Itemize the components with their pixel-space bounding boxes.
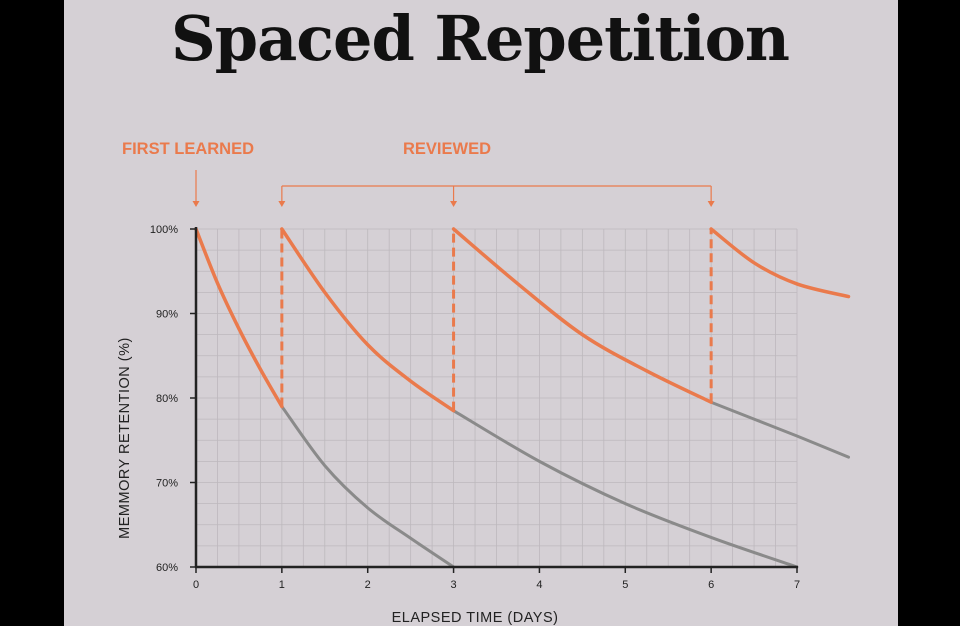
reviewed-label: REVIEWED bbox=[403, 140, 491, 158]
x-tick-label: 0 bbox=[193, 579, 199, 591]
review-arrow-3-head bbox=[707, 201, 715, 207]
chart-axes bbox=[194, 227, 798, 569]
review-annotations bbox=[192, 170, 715, 411]
y-tick-label: 70% bbox=[156, 478, 178, 490]
forgetting-curve-1 bbox=[280, 404, 456, 569]
x-tick-label: 1 bbox=[279, 579, 285, 591]
infographic-panel bbox=[64, 0, 898, 626]
x-tick-label: 5 bbox=[622, 579, 628, 591]
x-tick-label: 2 bbox=[365, 579, 371, 591]
x-tick-label: 4 bbox=[536, 579, 542, 591]
y-tick-label: 60% bbox=[156, 562, 178, 574]
chart-grid bbox=[196, 228, 798, 567]
forgetting-curve-3 bbox=[709, 400, 851, 459]
x-axis-label: ELAPSED TIME (DAYS) bbox=[392, 610, 559, 626]
y-tick-label: 90% bbox=[156, 309, 178, 321]
forgetting-curve-2 bbox=[452, 409, 799, 569]
x-tick-label: 3 bbox=[451, 579, 457, 591]
chart-series bbox=[194, 227, 851, 569]
retention-curve-2 bbox=[280, 227, 456, 413]
chart-title: Spaced Repetition bbox=[170, 2, 790, 75]
first-learned-arrow-head bbox=[192, 201, 200, 207]
retention-curve-4 bbox=[709, 227, 851, 299]
y-tick-label: 100% bbox=[150, 224, 178, 236]
x-tick-label: 7 bbox=[794, 579, 800, 591]
retention-curve-3 bbox=[451, 227, 713, 404]
x-tick-label: 6 bbox=[708, 579, 714, 591]
first-learned-label: FIRST LEARNED bbox=[122, 140, 254, 158]
review-arrow-1-head bbox=[278, 201, 286, 207]
chart-ticks: 0 1 2 3 4 5 6 7 60% 70% 80% 90% 100% bbox=[150, 224, 800, 591]
y-tick-label: 80% bbox=[156, 393, 178, 405]
review-arrow-2-head bbox=[450, 201, 458, 207]
y-axis-label: MEMMORY RETENTION (%) bbox=[117, 337, 133, 539]
retention-curve-1 bbox=[194, 227, 284, 409]
